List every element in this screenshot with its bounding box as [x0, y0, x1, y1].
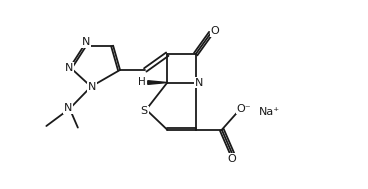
Text: O: O: [211, 26, 220, 36]
Text: N: N: [195, 77, 203, 88]
Text: S: S: [141, 106, 148, 116]
Text: O⁻: O⁻: [237, 104, 251, 114]
Text: O: O: [227, 154, 236, 164]
Text: N: N: [88, 82, 96, 92]
Text: H: H: [138, 77, 146, 87]
Text: N: N: [64, 103, 72, 113]
Text: N: N: [65, 63, 73, 73]
Text: N: N: [82, 37, 91, 47]
Text: Na⁺: Na⁺: [258, 107, 280, 117]
Polygon shape: [148, 81, 167, 84]
